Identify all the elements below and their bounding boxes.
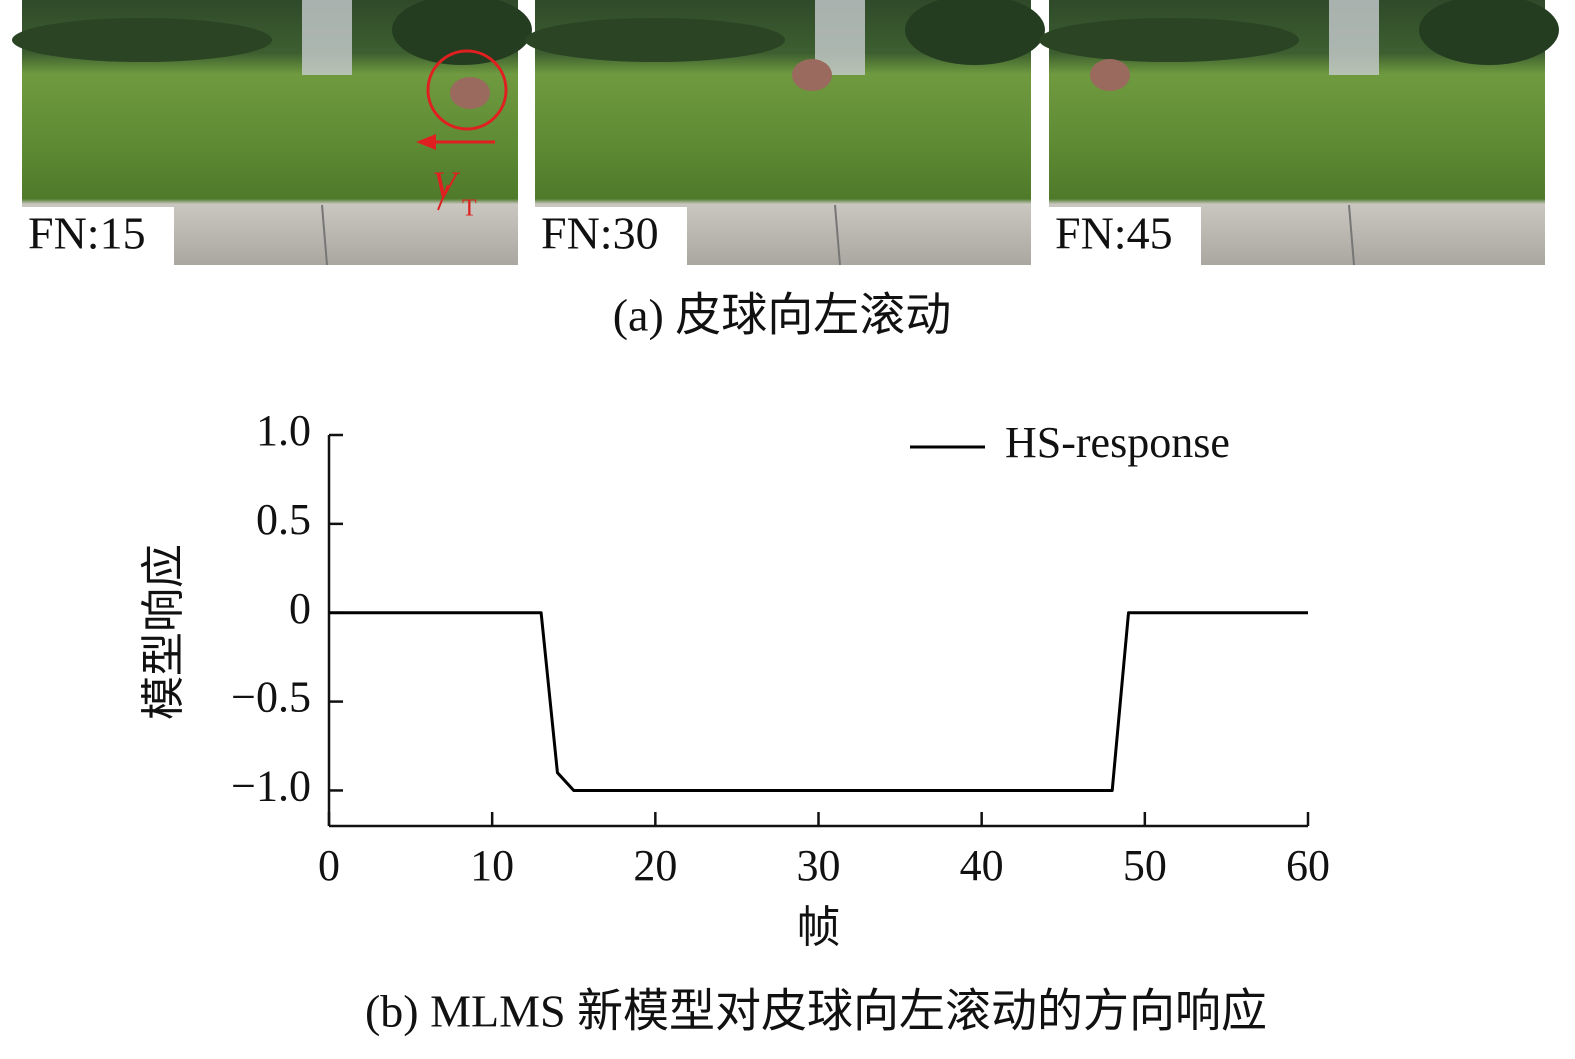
x-axis-label: 帧 xyxy=(797,903,841,952)
data-line xyxy=(329,611,1308,792)
ball xyxy=(450,77,490,109)
ball xyxy=(792,59,832,91)
frame-label: FN:45 xyxy=(1055,208,1173,259)
x-tick-label: 60 xyxy=(1286,841,1330,890)
y-axis-label: 模型响应 xyxy=(139,544,188,720)
highlight-circle xyxy=(426,49,508,131)
curb-joint xyxy=(1348,204,1355,266)
x-tick-label: 50 xyxy=(1123,841,1167,890)
arrow-head xyxy=(416,134,436,150)
ball xyxy=(1090,59,1130,91)
label-box xyxy=(22,207,174,265)
y-tick-label: 0.5 xyxy=(256,495,311,544)
frame-label: FN:15 xyxy=(28,208,146,259)
building xyxy=(302,0,352,75)
tree xyxy=(1419,0,1559,65)
x-tick-label: 30 xyxy=(797,841,841,890)
y-tick-label: 0 xyxy=(289,584,311,633)
velocity-arrow xyxy=(437,184,449,211)
caption-a: (a) 皮球向左滚动 xyxy=(613,290,952,341)
label-box xyxy=(1049,207,1201,265)
photo-strip: FN:15 FN:30 FN:45 VT xyxy=(12,0,1559,266)
chart-title: (b) MLMS 新模型对皮球向左滚动的方向响应 xyxy=(365,986,1267,1037)
hedge xyxy=(12,18,272,62)
y-tick-label: −1.0 xyxy=(231,762,311,811)
label-box xyxy=(535,207,687,265)
y-tick-label: 1.0 xyxy=(256,406,311,455)
building xyxy=(1329,0,1379,75)
velocity-subscript: T xyxy=(462,196,477,222)
tree xyxy=(392,0,532,65)
velocity-symbol: V xyxy=(432,163,461,208)
hedge xyxy=(1039,18,1299,62)
y-tick-label: −0.5 xyxy=(231,673,311,722)
curb-joint xyxy=(834,204,841,266)
legend-label: HS-response xyxy=(1005,418,1230,467)
tree xyxy=(905,0,1045,65)
x-tick-label: 0 xyxy=(318,841,340,890)
frame-label: FN:30 xyxy=(541,208,659,259)
hedge xyxy=(525,18,785,62)
x-tick-label: 40 xyxy=(960,841,1004,890)
x-tick-label: 10 xyxy=(470,841,514,890)
curb-joint xyxy=(321,204,328,266)
x-tick-label: 20 xyxy=(633,841,677,890)
